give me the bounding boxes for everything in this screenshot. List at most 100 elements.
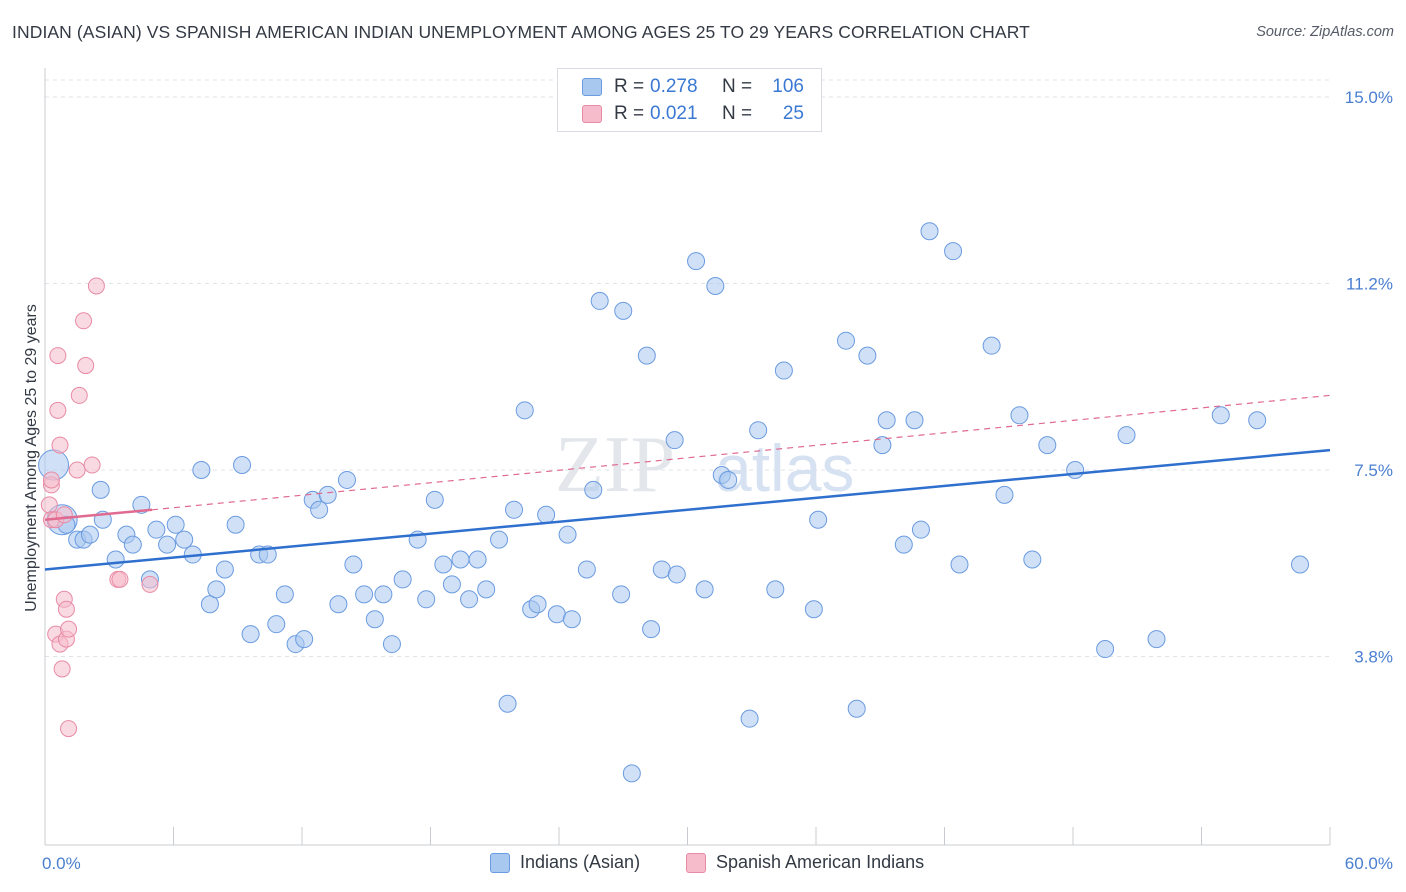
gridlines <box>45 79 1330 657</box>
data-point-spanish-american-indians <box>57 600 75 618</box>
y-tick-label: 15.0% <box>1345 88 1393 107</box>
data-point-indians-asian <box>425 490 444 509</box>
data-point-spanish-american-indians <box>68 461 86 479</box>
data-point-indians-asian <box>344 555 363 574</box>
data-point-indians-asian <box>740 709 759 728</box>
data-point-indians-asian <box>91 480 110 499</box>
axes <box>44 68 1331 846</box>
data-point-spanish-american-indians <box>83 456 101 474</box>
legend-swatch-pink <box>686 852 706 873</box>
data-point-spanish-american-indians <box>42 471 60 489</box>
data-point-indians-asian <box>652 560 671 579</box>
data-point-indians-asian <box>477 580 496 599</box>
legend-row-indians-asian: R = 0.278 N = 106 <box>582 75 804 99</box>
legend-r-label: R = <box>614 103 645 124</box>
data-point-indians-asian <box>166 515 185 534</box>
data-point-spanish-american-indians <box>111 570 129 588</box>
legend-r-value: 0.278 <box>650 76 698 97</box>
y-tick-label: 3.8% <box>1354 648 1393 667</box>
data-point-indians-asian <box>577 560 596 579</box>
data-point-indians-asian <box>80 525 99 544</box>
data-point-spanish-american-indians <box>60 620 78 638</box>
data-point-indians-asian <box>749 421 768 440</box>
data-point-indians-asian <box>911 520 930 539</box>
data-point-indians-asian <box>233 456 252 475</box>
data-point-indians-asian <box>1291 555 1310 574</box>
data-point-indians-asian <box>719 470 738 489</box>
data-point-spanish-american-indians <box>49 347 67 365</box>
legend-item-indians-asian[interactable]: Indians (Asian) <box>490 852 640 873</box>
data-point-indians-asian <box>490 530 509 549</box>
data-point-indians-asian <box>877 411 896 430</box>
data-point-indians-asian <box>374 585 393 604</box>
data-point-indians-asian <box>158 535 177 554</box>
data-point-indians-asian <box>192 461 211 479</box>
data-point-spanish-american-indians <box>53 660 71 678</box>
data-point-indians-asian <box>393 570 412 589</box>
watermark-atlas: atlas <box>715 431 854 505</box>
y-axis-title: Unemployment Among Ages 25 to 29 years <box>23 304 40 612</box>
data-point-indians-asian <box>774 361 793 380</box>
trend-line-indians-asian <box>44 448 1331 571</box>
data-point-indians-asian <box>337 470 356 489</box>
x-tick-label: 0.0% <box>42 854 81 873</box>
data-point-spanish-american-indians <box>87 277 105 295</box>
data-point-indians-asian <box>267 615 286 634</box>
data-point-indians-asian <box>1096 640 1115 659</box>
data-point-indians-asian <box>382 635 401 654</box>
data-point-indians-asian <box>706 276 725 295</box>
data-point-indians-asian <box>637 346 656 365</box>
data-point-spanish-american-indians <box>49 401 67 419</box>
legend-r-label: R = <box>614 76 645 97</box>
legend-n-label: N = <box>722 103 753 124</box>
data-point-indians-asian <box>365 610 384 629</box>
data-point-indians-asian <box>695 580 714 599</box>
data-point-indians-asian <box>642 620 661 639</box>
data-point-spanish-american-indians <box>70 386 88 404</box>
data-point-indians-asian <box>1147 630 1166 649</box>
data-point-indians-asian <box>132 495 151 514</box>
legend-row-spanish-american-indians: R = 0.021 N = 25 <box>582 102 804 126</box>
data-point-indians-asian <box>123 535 142 554</box>
legend-n-value: 25 <box>782 103 804 124</box>
data-point-indians-asian <box>584 480 603 499</box>
data-point-indians-asian <box>547 605 566 624</box>
data-point-spanish-american-indians <box>51 436 69 454</box>
data-point-indians-asian <box>894 535 913 554</box>
data-point-indians-asian <box>537 505 556 524</box>
data-point-indians-asian <box>809 510 828 529</box>
data-point-spanish-american-indians <box>77 357 95 375</box>
series-spanish-american-indians-points <box>40 277 159 738</box>
legend-label: Spanish American Indians <box>716 852 925 872</box>
data-point-indians-asian <box>226 515 245 534</box>
legend-n-label: N = <box>722 76 753 97</box>
legend-r-value: 0.021 <box>650 103 698 124</box>
legend-item-spanish-american-indians[interactable]: Spanish American Indians <box>686 852 924 873</box>
data-point-indians-asian <box>667 565 686 584</box>
data-point-indians-asian <box>468 550 487 569</box>
data-point-indians-asian <box>1010 406 1029 425</box>
data-point-indians-asian <box>417 590 436 609</box>
data-point-indians-asian <box>200 595 219 614</box>
data-point-indians-asian <box>858 346 877 365</box>
data-point-indians-asian <box>1211 406 1230 425</box>
data-point-indians-asian <box>982 336 1001 355</box>
data-point-indians-asian <box>920 222 939 241</box>
data-point-spanish-american-indians <box>60 720 78 738</box>
legend-label: Indians (Asian) <box>520 852 641 872</box>
data-point-indians-asian <box>873 436 892 455</box>
y-tick-label: 11.2% <box>1346 275 1393 294</box>
y-tick-label: 7.5% <box>1354 461 1393 480</box>
data-point-indians-asian <box>106 550 125 569</box>
data-point-indians-asian <box>1248 411 1267 430</box>
data-point-indians-asian <box>995 485 1014 504</box>
data-point-indians-asian <box>295 630 314 649</box>
data-point-indians-asian <box>310 500 329 519</box>
data-point-indians-asian <box>1038 436 1057 455</box>
correlation-legend: R = 0.278 N = 106 R = 0.021 N = 25 <box>557 68 822 132</box>
data-point-indians-asian <box>950 555 969 574</box>
data-point-spanish-american-indians <box>55 506 73 524</box>
data-point-spanish-american-indians <box>40 496 58 514</box>
legend-swatch-pink <box>582 105 602 123</box>
